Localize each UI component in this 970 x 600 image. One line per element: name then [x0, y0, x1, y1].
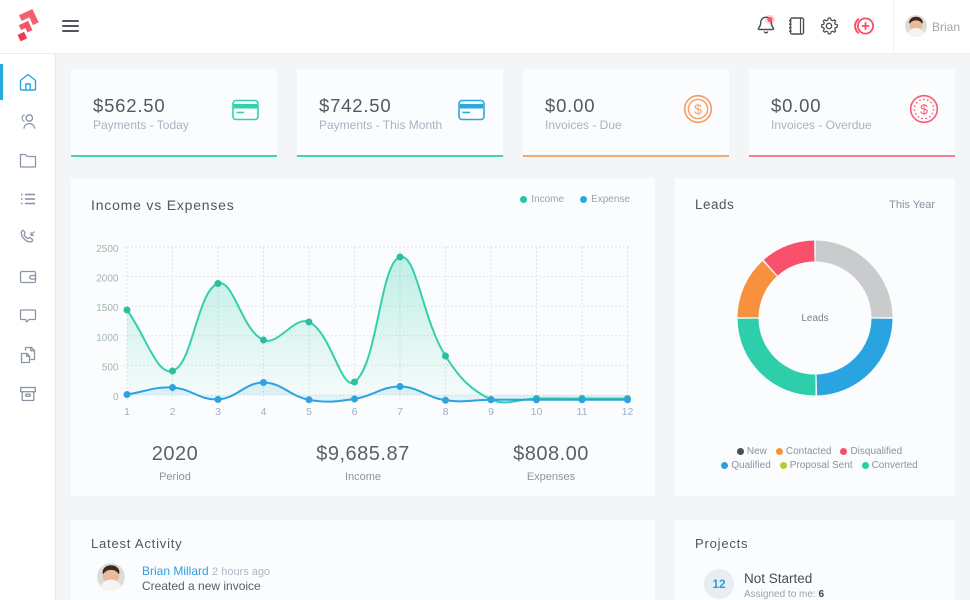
svg-text:5: 5	[306, 406, 312, 418]
svg-text:6: 6	[352, 406, 358, 418]
svg-text:1500: 1500	[96, 303, 119, 314]
svg-text:2: 2	[170, 406, 176, 418]
svg-text:0: 0	[113, 392, 119, 403]
svg-text:2000: 2000	[96, 274, 119, 285]
svg-text:12: 12	[622, 406, 634, 418]
svg-text:1000: 1000	[96, 333, 119, 344]
svg-text:Leads: Leads	[801, 313, 828, 324]
svg-text:9: 9	[488, 406, 494, 418]
svg-text:2500: 2500	[96, 244, 119, 255]
svg-text:10: 10	[531, 406, 543, 418]
svg-text:11: 11	[577, 406, 588, 418]
svg-text:$: $	[694, 101, 702, 117]
svg-text:7: 7	[397, 406, 403, 418]
svg-text:8: 8	[443, 406, 449, 418]
svg-text:3: 3	[215, 406, 221, 418]
svg-text:1: 1	[124, 406, 130, 418]
svg-text:4: 4	[261, 406, 267, 418]
svg-text:$: $	[920, 101, 928, 117]
svg-text:500: 500	[102, 363, 119, 374]
